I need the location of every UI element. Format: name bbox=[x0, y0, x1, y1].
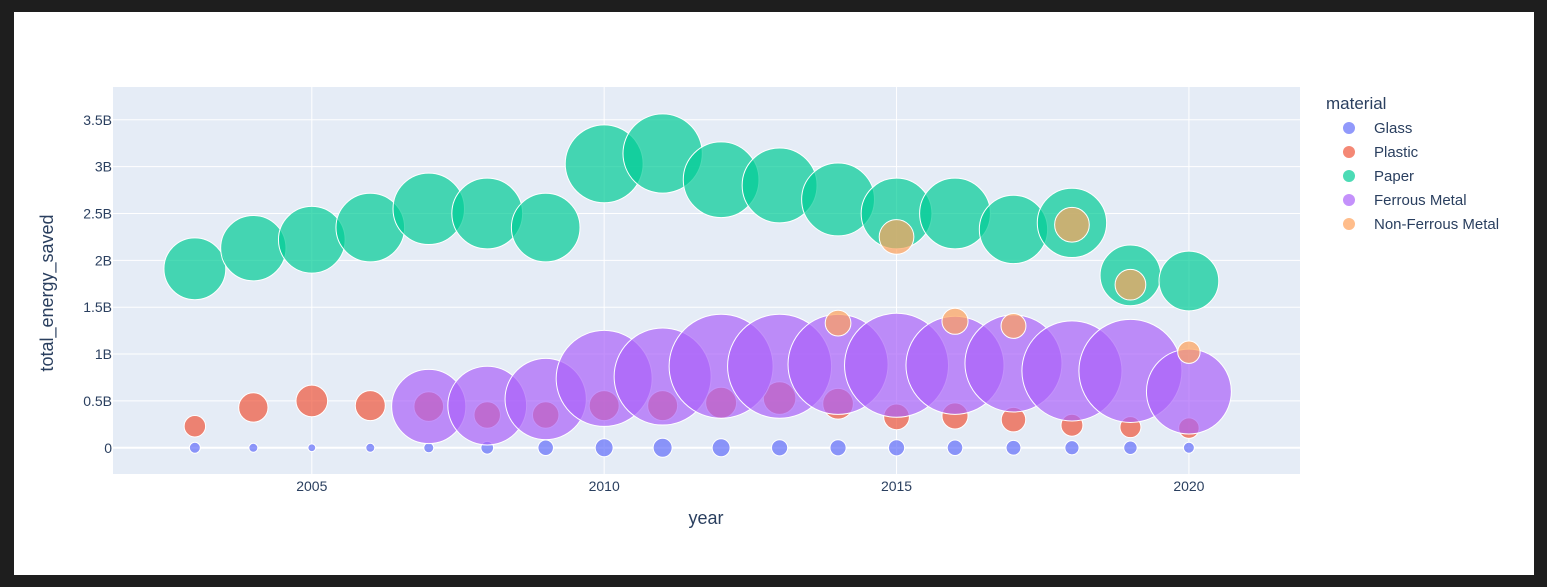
legend-label: Plastic bbox=[1374, 144, 1419, 161]
paper-bubble[interactable] bbox=[978, 194, 1049, 265]
paper-bubble[interactable] bbox=[220, 215, 287, 282]
glass-bubble[interactable] bbox=[946, 439, 964, 457]
legend-marker bbox=[1343, 218, 1355, 230]
legend-label: Ferrous Metal bbox=[1374, 192, 1467, 209]
y-tick-label: 2.5B bbox=[83, 206, 112, 222]
y-tick-label: 0.5B bbox=[83, 393, 112, 409]
y-tick-label: 2B bbox=[95, 252, 112, 268]
glass-bubble[interactable] bbox=[188, 441, 201, 454]
non-ferrous-metal-bubble[interactable] bbox=[824, 309, 852, 337]
x-axis-ticks: 2005 2010 2015 2020 bbox=[296, 478, 1204, 494]
glass-bubble[interactable] bbox=[248, 442, 259, 453]
x-tick-label: 2015 bbox=[881, 478, 912, 494]
y-tick-label: 1.5B bbox=[83, 299, 112, 315]
non-ferrous-metal-bubble[interactable] bbox=[878, 219, 915, 255]
y-axis-title: total_energy_saved bbox=[37, 214, 58, 371]
legend-item-plastic[interactable]: Plastic bbox=[1343, 144, 1419, 161]
legend-item-glass[interactable]: Glass bbox=[1343, 120, 1412, 137]
paper-bubble[interactable] bbox=[919, 177, 991, 250]
legend-marker bbox=[1343, 170, 1355, 182]
y-tick-label: 3B bbox=[95, 159, 112, 175]
glass-bubble[interactable] bbox=[887, 439, 906, 457]
glass-bubble[interactable] bbox=[771, 439, 789, 457]
plastic-bubble[interactable] bbox=[238, 392, 269, 423]
y-tick-label: 1B bbox=[95, 346, 112, 362]
legend-item-non-ferrous-metal[interactable]: Non-Ferrous Metal bbox=[1343, 216, 1499, 233]
series-paper bbox=[163, 113, 1220, 312]
legend-title: material bbox=[1326, 94, 1386, 113]
legend-item-ferrous-metal[interactable]: Ferrous Metal bbox=[1343, 192, 1467, 209]
legend-label: Glass bbox=[1374, 120, 1412, 137]
non-ferrous-metal-bubble[interactable] bbox=[1177, 340, 1201, 364]
non-ferrous-metal-bubble[interactable] bbox=[1114, 268, 1147, 301]
y-tick-label: 3.5B bbox=[83, 112, 112, 128]
legend-marker bbox=[1343, 194, 1355, 206]
glass-bubble[interactable] bbox=[307, 443, 317, 453]
x-tick-label: 2005 bbox=[296, 478, 327, 494]
x-tick-label: 2020 bbox=[1173, 478, 1204, 494]
glass-bubble[interactable] bbox=[829, 439, 847, 457]
glass-bubble[interactable] bbox=[1123, 440, 1138, 455]
non-ferrous-metal-bubble[interactable] bbox=[941, 307, 969, 335]
glass-bubble[interactable] bbox=[1064, 440, 1080, 456]
glass-bubble[interactable] bbox=[423, 442, 435, 454]
y-tick-label: 0 bbox=[104, 440, 112, 456]
legend-marker bbox=[1343, 146, 1355, 158]
glass-bubble[interactable] bbox=[1005, 439, 1022, 456]
glass-bubble[interactable] bbox=[652, 437, 673, 458]
legend-item-paper[interactable]: Paper bbox=[1343, 168, 1414, 185]
paper-bubble[interactable] bbox=[510, 192, 581, 263]
series-ferrous-metal bbox=[391, 312, 1232, 446]
glass-bubble[interactable] bbox=[594, 438, 614, 458]
plastic-bubble[interactable] bbox=[295, 384, 329, 418]
non-ferrous-metal-bubble[interactable] bbox=[1000, 312, 1027, 339]
plastic-bubble[interactable] bbox=[354, 390, 386, 422]
paper-bubble[interactable] bbox=[163, 237, 227, 301]
paper-bubble[interactable] bbox=[277, 205, 346, 274]
legend[interactable]: material Glass Plastic Paper Ferrous Metal N… bbox=[1326, 94, 1499, 233]
x-tick-label: 2010 bbox=[589, 478, 620, 494]
plastic-bubble[interactable] bbox=[183, 414, 207, 438]
legend-label: Paper bbox=[1374, 168, 1414, 185]
glass-bubble[interactable] bbox=[711, 438, 731, 458]
y-axis-ticks: 0 0.5B 1B 1.5B 2B 2.5B 3B 3.5B bbox=[83, 112, 112, 456]
plot-area bbox=[163, 113, 1232, 458]
bubble-chart: 2005 2010 2015 2020 0 0.5B 1B 1.5B 2B 2.5B 3B 3.5B… bbox=[37, 87, 1499, 528]
paper-bubble[interactable] bbox=[1158, 250, 1220, 312]
x-axis-title: year bbox=[688, 508, 723, 528]
glass-bubble[interactable] bbox=[537, 439, 554, 457]
legend-marker bbox=[1343, 122, 1355, 134]
series-non-ferrous-metal bbox=[824, 206, 1201, 364]
chart-figure: 2005 2010 2015 2020 0 0.5B 1B 1.5B 2B 2.5B 3B 3.5B… bbox=[14, 12, 1534, 575]
non-ferrous-metal-bubble[interactable] bbox=[1054, 206, 1090, 243]
paper-bubble[interactable] bbox=[451, 177, 524, 250]
glass-bubble[interactable] bbox=[1182, 441, 1195, 454]
glass-bubble[interactable] bbox=[365, 442, 376, 453]
legend-label: Non-Ferrous Metal bbox=[1374, 216, 1499, 233]
